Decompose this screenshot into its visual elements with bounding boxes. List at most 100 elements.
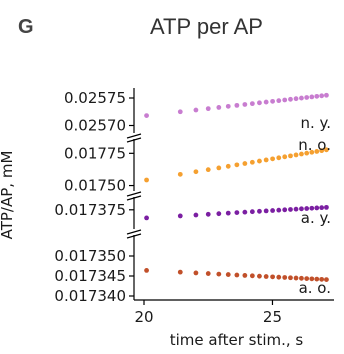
data-point [225, 103, 231, 109]
data-point [299, 151, 304, 157]
data-point [293, 96, 299, 102]
axis-break-mark-0 [126, 137, 142, 143]
data-point [242, 102, 248, 107]
data-point [205, 211, 211, 217]
series-label: n. o. [298, 136, 331, 154]
data-point [144, 215, 149, 221]
data-point [304, 206, 310, 211]
data-point [263, 157, 269, 163]
data-point [242, 273, 248, 278]
data-point [193, 270, 199, 276]
x-axis: 20 25 [134, 299, 334, 326]
data-point [276, 274, 282, 280]
y-axis-title: ATP/AP, mM [0, 151, 16, 240]
data-point [304, 95, 310, 100]
data-point [309, 149, 315, 155]
data-point [288, 96, 293, 102]
data-point [304, 150, 310, 156]
data-point [205, 106, 211, 112]
data-point [282, 97, 288, 103]
data-point [293, 275, 299, 281]
y-tick-label: 0.02575 [64, 89, 126, 107]
data-point [270, 208, 276, 213]
x-axis-title: time after stim., s [170, 331, 304, 349]
data-point [225, 210, 231, 216]
data-point [225, 163, 231, 169]
data-point [234, 272, 240, 278]
data-point [314, 93, 320, 99]
data-point [216, 271, 222, 277]
data-point [263, 208, 269, 214]
data-point [263, 274, 269, 279]
data-point [144, 113, 149, 118]
series-points [144, 92, 329, 282]
y-tick-label: 0.017375 [54, 201, 126, 219]
data-point [276, 155, 282, 161]
series-label: a. y. [301, 209, 331, 227]
data-point [314, 276, 320, 282]
data-point [263, 99, 269, 105]
y-tick-label: 0.017350 [54, 247, 126, 265]
data-point [216, 211, 222, 217]
data-point [309, 205, 315, 211]
axis-break-mark-2 [126, 233, 142, 239]
axis-break-mark-0 [126, 133, 142, 139]
data-point [324, 204, 329, 210]
series-ao [144, 268, 329, 282]
data-point [144, 268, 149, 273]
data-point [276, 98, 282, 104]
data-point [319, 205, 325, 211]
data-point [282, 207, 288, 213]
data-point [249, 159, 255, 165]
data-point [324, 277, 329, 282]
data-point [216, 105, 222, 110]
axis-break-mark-2 [126, 229, 142, 235]
data-point [234, 162, 240, 168]
data-point [314, 205, 320, 211]
data-point [299, 95, 304, 101]
series-label: a. o. [299, 279, 331, 297]
chart-title: ATP per AP [150, 14, 263, 39]
series-ny [144, 92, 329, 118]
data-point [293, 152, 299, 158]
data-point [257, 100, 262, 106]
data-point [309, 276, 315, 282]
data-point [205, 167, 211, 173]
y-tick-label: 0.01750 [64, 177, 126, 195]
data-point [177, 171, 183, 177]
data-point [234, 210, 240, 216]
data-point [304, 276, 310, 281]
data-point [293, 206, 299, 212]
data-point [314, 149, 320, 154]
data-point [205, 271, 211, 276]
axis-break-mark-1 [126, 195, 142, 201]
data-point [177, 109, 183, 115]
data-point [324, 92, 329, 98]
data-point [144, 177, 149, 183]
data-point [324, 147, 329, 153]
data-point [242, 161, 248, 166]
y-tick-label: 0.017345 [54, 267, 126, 285]
data-point [193, 169, 199, 175]
data-point [276, 207, 282, 213]
y-axis: 0.02575 0.02570 0.01775 0.01750 0.017375 0.01… [54, 88, 142, 305]
y-tick-label: 0.017340 [54, 287, 126, 305]
data-point [242, 209, 248, 215]
data-point [282, 275, 288, 280]
series-labels: n. y. n. o. a. y. a. o. [298, 114, 331, 297]
data-point [177, 213, 183, 219]
data-point [299, 206, 304, 212]
x-tick-label: 20 [134, 308, 153, 326]
data-point [193, 107, 199, 113]
data-point [282, 154, 288, 160]
data-point [257, 158, 262, 164]
data-point [288, 275, 293, 281]
data-point [288, 153, 293, 159]
data-point [193, 212, 199, 218]
data-point [249, 209, 255, 215]
data-point [309, 94, 315, 100]
data-point [177, 269, 183, 275]
data-point [288, 207, 293, 212]
series-label: n. y. [300, 114, 331, 132]
